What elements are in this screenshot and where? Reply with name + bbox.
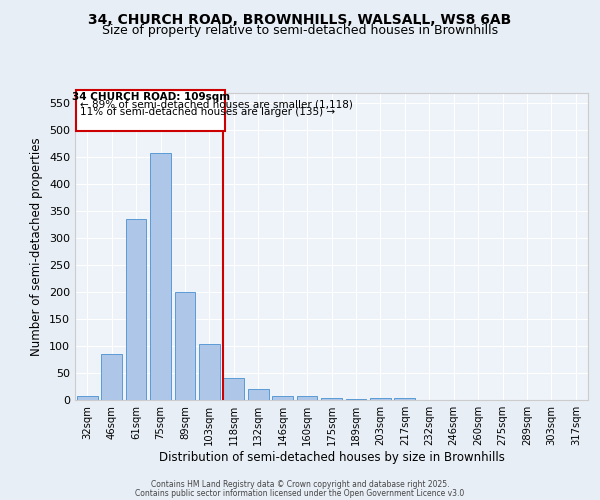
Bar — [394, 398, 415, 400]
Text: Contains public sector information licensed under the Open Government Licence v3: Contains public sector information licen… — [136, 488, 464, 498]
Bar — [248, 389, 269, 400]
Bar — [370, 398, 391, 400]
Bar — [346, 399, 367, 400]
Bar — [175, 292, 196, 400]
Bar — [272, 396, 293, 400]
Bar — [296, 396, 317, 400]
Bar — [77, 396, 98, 400]
Y-axis label: Number of semi-detached properties: Number of semi-detached properties — [31, 137, 43, 356]
Bar — [199, 344, 220, 400]
Bar — [125, 218, 146, 400]
FancyBboxPatch shape — [76, 90, 226, 131]
Text: 11% of semi-detached houses are larger (135) →: 11% of semi-detached houses are larger (… — [80, 106, 335, 117]
Text: ← 89% of semi-detached houses are smaller (1,118): ← 89% of semi-detached houses are smalle… — [80, 100, 353, 110]
Bar — [321, 398, 342, 400]
X-axis label: Distribution of semi-detached houses by size in Brownhills: Distribution of semi-detached houses by … — [158, 451, 505, 464]
Bar — [223, 378, 244, 400]
Bar — [150, 154, 171, 400]
Bar — [101, 354, 122, 400]
Text: Contains HM Land Registry data © Crown copyright and database right 2025.: Contains HM Land Registry data © Crown c… — [151, 480, 449, 489]
Text: 34 CHURCH ROAD: 109sqm: 34 CHURCH ROAD: 109sqm — [72, 92, 230, 102]
Text: Size of property relative to semi-detached houses in Brownhills: Size of property relative to semi-detach… — [102, 24, 498, 37]
Text: 34, CHURCH ROAD, BROWNHILLS, WALSALL, WS8 6AB: 34, CHURCH ROAD, BROWNHILLS, WALSALL, WS… — [88, 12, 512, 26]
